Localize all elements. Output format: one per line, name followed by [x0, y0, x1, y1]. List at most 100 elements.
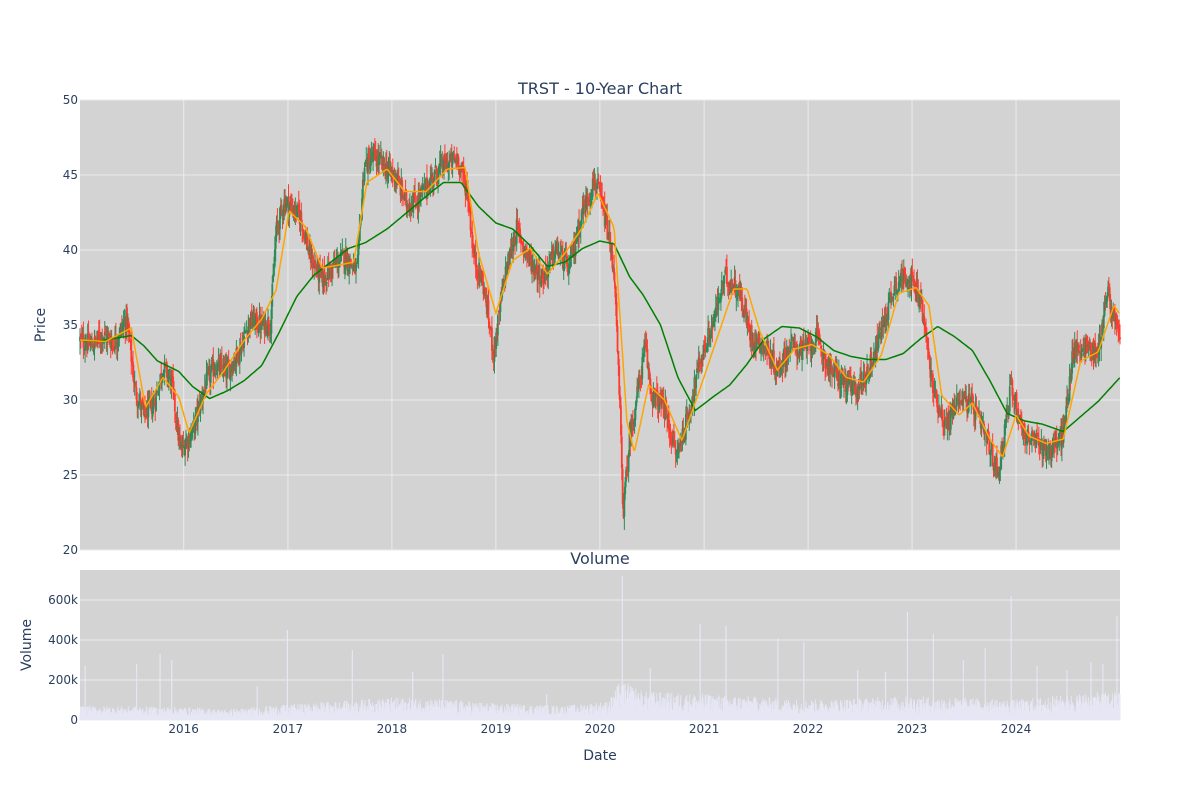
- candle-body-down: [689, 409, 692, 416]
- candle-body-up: [579, 232, 581, 234]
- volume-bar: [339, 709, 341, 720]
- volume-spike-bar: [649, 668, 651, 720]
- candle-body-down: [1108, 287, 1111, 301]
- candle-body-down: [453, 154, 456, 161]
- volume-bar: [1063, 701, 1065, 720]
- volume-bar: [232, 709, 234, 720]
- candle-body-up: [798, 349, 801, 355]
- volume-bar: [887, 701, 889, 720]
- volume-bar: [608, 701, 610, 720]
- volume-bar: [608, 706, 610, 720]
- candle-body-up: [720, 293, 722, 302]
- volume-bar: [639, 701, 641, 720]
- candle-body-down: [748, 323, 751, 328]
- candle-body-up: [877, 341, 880, 351]
- candle-body-down: [611, 251, 614, 269]
- candle-body-up: [335, 261, 338, 265]
- volume-bar: [905, 696, 907, 720]
- volume-bar: [518, 706, 520, 720]
- volume-bar: [367, 706, 369, 720]
- candle-body-up: [1107, 286, 1109, 297]
- candle-body-up: [150, 398, 152, 403]
- candle-body-up: [943, 419, 946, 427]
- candle-body-down: [1088, 341, 1091, 350]
- candle-body-down: [824, 354, 827, 369]
- candle-body-down: [529, 252, 532, 257]
- volume-bar: [150, 706, 152, 720]
- candle-body-down: [976, 408, 979, 411]
- volume-bar: [1068, 700, 1070, 720]
- candle-body-down: [755, 331, 757, 349]
- volume-bar: [385, 702, 387, 720]
- volume-bar: [439, 700, 441, 720]
- candle-body-down: [936, 394, 939, 408]
- volume-bar: [291, 706, 293, 720]
- volume-bar: [906, 701, 908, 720]
- candle-body-up: [1050, 458, 1053, 462]
- candle-body-up: [1056, 443, 1059, 449]
- volume-bar: [91, 708, 93, 720]
- price-y-tick-label: 20: [63, 543, 78, 557]
- volume-bar: [557, 707, 559, 720]
- volume-bar: [895, 699, 897, 720]
- candle-body-down: [173, 388, 175, 391]
- candle-body-up: [373, 150, 375, 153]
- volume-bar: [154, 707, 156, 720]
- candle-body-up: [790, 341, 792, 350]
- candle-body-up: [672, 435, 674, 443]
- volume-bar: [271, 707, 273, 720]
- candle-body-up: [422, 187, 425, 189]
- candle-body-down: [931, 372, 933, 374]
- candle-body-down: [1117, 319, 1120, 333]
- volume-spike-bar: [1102, 664, 1104, 720]
- candle-body-up: [331, 264, 333, 279]
- candle-body-up: [559, 251, 562, 256]
- volume-bar: [89, 705, 91, 720]
- candle-body-up: [696, 368, 698, 373]
- candle-body-up: [361, 179, 364, 200]
- candle-body-down: [325, 277, 328, 285]
- candle-body-down: [1090, 343, 1092, 357]
- candle-body-up: [1068, 376, 1071, 401]
- volume-bar: [472, 703, 474, 720]
- volume-bar: [478, 702, 480, 720]
- candle-body-up: [784, 364, 787, 368]
- volume-bar: [181, 709, 183, 720]
- candle-body-up: [579, 223, 582, 231]
- candle-body-up: [540, 280, 543, 286]
- candle-body-down: [640, 378, 643, 380]
- candle-body-down: [603, 203, 606, 227]
- volume-bar: [846, 700, 848, 720]
- candle-body-down: [97, 331, 100, 335]
- candle-body-down: [518, 225, 521, 230]
- candle-body-up: [630, 421, 633, 446]
- candle-body-up: [273, 249, 276, 267]
- candle-body-up: [604, 218, 607, 226]
- candle-body-up: [148, 398, 151, 400]
- volume-spike-bar: [1090, 662, 1092, 720]
- candle-body-down: [632, 423, 634, 425]
- candle-body-down: [207, 370, 210, 372]
- candle-body-up: [635, 400, 638, 407]
- volume-bar: [410, 707, 412, 720]
- candle-body-up: [624, 481, 627, 495]
- candle-body-down: [135, 387, 138, 400]
- candle-body-up: [806, 345, 809, 352]
- candle-body-up: [655, 391, 657, 398]
- candle-body-down: [938, 406, 941, 415]
- candle-body-up: [567, 266, 570, 275]
- volume-bar: [374, 704, 376, 720]
- volume-bar: [711, 698, 713, 720]
- volume-bar: [402, 699, 404, 720]
- volume-bar: [408, 697, 410, 720]
- volume-bar: [389, 704, 391, 720]
- volume-bar: [797, 705, 799, 720]
- candle-body-down: [931, 374, 934, 393]
- candle-body-up: [438, 163, 441, 166]
- volume-bar: [769, 703, 771, 720]
- candle-body-down: [855, 384, 857, 397]
- candle-body-down: [870, 352, 873, 365]
- volume-bar: [185, 712, 187, 720]
- candle-body-up: [549, 254, 551, 264]
- candle-body-down: [519, 228, 521, 235]
